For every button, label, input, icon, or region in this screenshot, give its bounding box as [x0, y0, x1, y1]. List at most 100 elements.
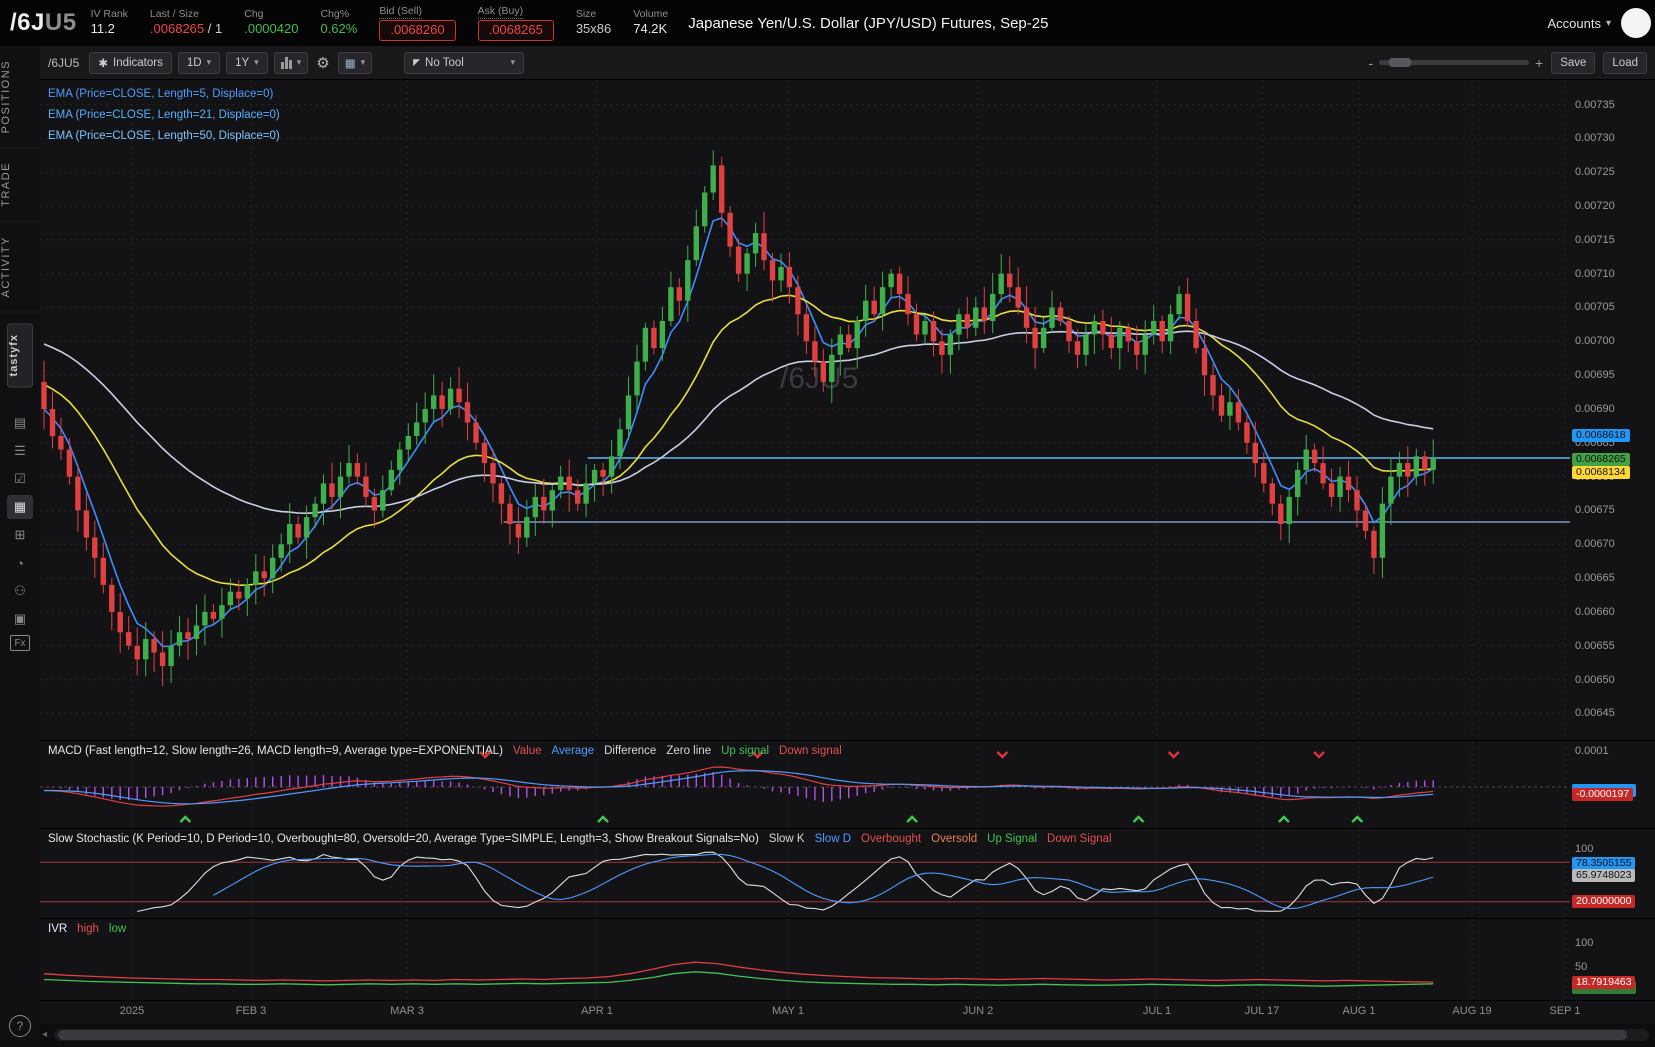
price-axis-label: 0.00645	[1575, 707, 1615, 719]
apps-icon[interactable]: ⊞	[14, 527, 26, 543]
price-axis-label: 0.00675	[1575, 504, 1615, 516]
macd-axis-label: 0.0001	[1575, 745, 1609, 757]
accounts-label: Accounts	[1547, 15, 1601, 31]
macd-label: MACD (Fast length=12, Slow length=26, MA…	[48, 745, 503, 757]
field-label: Volume	[633, 8, 669, 21]
chart-grid-icon[interactable]: ▦	[7, 495, 33, 520]
save-button[interactable]: Save	[1551, 51, 1596, 74]
time-axis-label: JUN 2	[962, 1005, 994, 1017]
stochastic-axis[interactable]: 100 78.3505155 65.9748023 20.0000000	[1570, 829, 1655, 919]
time-axis-label: JUL 17	[1244, 1005, 1280, 1017]
price-axis-label: 0.00670	[1575, 538, 1615, 550]
indicators-button[interactable]: ✱ Indicators	[89, 51, 172, 74]
time-axis[interactable]: 2025 FEB 3 MAR 3 APR 1 MAY 1 JUN 2 JUL 1 JUL 17…	[40, 1000, 1655, 1025]
ema-legend-item: EMA (Price=CLOSE, Length=5, Displace=0)	[48, 88, 274, 100]
ema-legend-item: EMA (Price=CLOSE, Length=50, Displace=0)	[48, 130, 280, 142]
indicators-icon: ✱	[98, 57, 108, 70]
zoom-out-button[interactable]: -	[1368, 54, 1373, 71]
field-value: .0000420	[244, 21, 298, 37]
field-value-text: 35x86	[575, 21, 612, 37]
symbol-prefix: /6J	[10, 9, 45, 36]
people-icon[interactable]: ⚇	[14, 583, 26, 599]
time-axis-label: JUL 1	[1142, 1005, 1172, 1017]
chevron-down-icon: ▾	[510, 57, 516, 67]
stochastic-plot[interactable]	[40, 829, 1570, 919]
stoch-tag-gray: 65.9748023	[1572, 869, 1636, 882]
stoch-tag-red: 20.0000000	[1572, 895, 1636, 908]
field-label: Ask (Buy)	[477, 5, 524, 20]
macd-panel[interactable]: MACD (Fast length=12, Slow length=26, MA…	[40, 740, 1655, 829]
sidebar-tab-activity[interactable]: ACTIVITY	[0, 222, 40, 313]
field-iv-rank: IV Rank 11.2	[91, 8, 128, 37]
ivr-legend-high: high	[77, 923, 99, 935]
price-axis-label: 0.00730	[1575, 132, 1615, 144]
field-value-text: .0068265	[149, 21, 205, 37]
chevron-down-icon: ▾	[254, 57, 259, 67]
checklist-icon[interactable]: ☑	[14, 471, 26, 487]
candlestick-chart-icon	[280, 56, 292, 69]
report-icon[interactable]: ▤	[13, 415, 27, 431]
ivr-axis-label: 50	[1575, 961, 1588, 973]
symbol-title: /6JU5	[10, 9, 77, 37]
price-axis-label: 0.00695	[1575, 369, 1615, 381]
accounts-dropdown[interactable]: Accounts ▾	[1547, 16, 1611, 31]
timeframe-dropdown[interactable]: 1D ▾	[177, 51, 221, 74]
timeframe-value: 1D	[186, 56, 202, 69]
zoom-slider[interactable]	[1379, 58, 1529, 67]
candlestick-chart[interactable]: /6JU5	[40, 80, 1570, 740]
load-button[interactable]: Load	[1603, 51, 1647, 74]
chart-scrollbar-row: ◂	[40, 1024, 1655, 1047]
zoom-slider-thumb[interactable]	[1389, 58, 1411, 67]
scrollbar-thumb[interactable]	[58, 1030, 1627, 1040]
zoom-in-button[interactable]: +	[1535, 54, 1544, 71]
stochastic-panel[interactable]: Slow Stochastic (K Period=10, D Period=1…	[40, 828, 1655, 919]
ivr-plot[interactable]	[40, 919, 1570, 1001]
range-dropdown[interactable]: 1Y ▾	[226, 51, 268, 74]
field-label: Chg	[244, 8, 264, 21]
stoch-legend-slow-d: Slow D	[814, 833, 852, 845]
price-axis-label: 0.00700	[1575, 335, 1615, 347]
stoch-legend-overbought: Overbought	[861, 833, 922, 845]
sidebar-tab-tastyfx[interactable]: tastyfx	[7, 322, 33, 388]
chart-type-dropdown[interactable]: ▾	[273, 51, 309, 74]
field-bid-sell-[interactable]: Bid (Sell) .0068260	[379, 5, 456, 41]
macd-legend-zero-line: Zero line	[666, 745, 712, 757]
field-value: 11.2	[91, 21, 115, 37]
account-avatar[interactable]	[1621, 8, 1651, 38]
ivr-panel[interactable]: IVR high low 100 50 18.7919463	[40, 918, 1655, 1001]
scroll-left-icon[interactable]: ◂	[42, 1029, 48, 1040]
time-axis-label: MAR 3	[390, 1005, 424, 1017]
price-panel[interactable]: /6JU5 EMA (Price=CLOSE, Length=5, Displa…	[40, 80, 1655, 740]
fx-icon[interactable]: Fx	[10, 635, 30, 652]
field-ask-buy-[interactable]: Ask (Buy) .0068265	[477, 5, 554, 41]
price-tag-blue: 0.0068618	[1572, 429, 1630, 442]
scrollbar-track[interactable]	[54, 1029, 1649, 1041]
help-icon[interactable]: ?	[9, 1015, 31, 1037]
stochastic-label: Slow Stochastic (K Period=10, D Period=1…	[48, 833, 759, 845]
price-axis[interactable]: 0.00735 0.00730 0.00725 0.00720 0.00715 0.007…	[1570, 80, 1655, 740]
chart-area: /6JU5 EMA (Price=CLOSE, Length=5, Displa…	[40, 80, 1655, 1047]
field-value-text: .0068265	[488, 22, 543, 38]
field-size: Size 35x86	[576, 8, 611, 37]
drawing-tool-dropdown[interactable]: ◤ No Tool ▾	[404, 51, 525, 74]
stoch-legend-oversold: Oversold	[931, 833, 978, 845]
layout-dropdown[interactable]: ▦ ▾	[337, 51, 373, 74]
field-value-text: 11.2	[90, 21, 115, 37]
sidebar-tab-positions[interactable]: POSITIONS	[0, 46, 40, 149]
toolbar-right-group: - + Save Load	[1368, 51, 1647, 74]
price-tag-yellow: 0.0068134	[1572, 466, 1630, 479]
macd-plot[interactable]	[40, 741, 1570, 829]
history-icon[interactable]: ◔	[16, 555, 24, 571]
ivr-axis[interactable]: 100 50 18.7919463	[1570, 919, 1655, 1001]
list-icon[interactable]: ☰	[14, 443, 26, 459]
sidebar-tab-trade[interactable]: TRADE	[0, 148, 40, 223]
time-axis-label: FEB 3	[235, 1005, 267, 1017]
macd-axis[interactable]: 0.0001 -0.0000197	[1570, 741, 1655, 829]
chart-settings-button[interactable]: ⚙	[314, 54, 331, 72]
ivr-legend-low: low	[108, 923, 127, 935]
calendar-icon[interactable]: ▣	[13, 611, 27, 627]
field-value-text: 74.2K	[633, 21, 668, 37]
ivr-label: IVR	[48, 923, 68, 935]
field-value: 0.62%	[320, 21, 357, 37]
price-axis-label: 0.00650	[1575, 674, 1615, 686]
